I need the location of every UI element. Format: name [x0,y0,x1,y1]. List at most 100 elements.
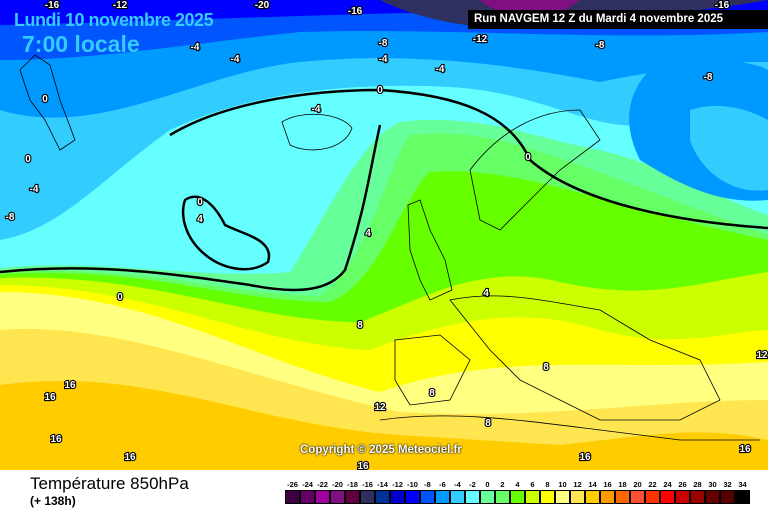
africa-coast [379,415,760,441]
contour-label: 4 [365,228,371,239]
legend-label: 2 [500,480,505,489]
legend-swatch [330,490,345,504]
contour-label: 8 [543,362,549,373]
contour-label: -4 [312,104,321,115]
legend-label: 12 [573,480,582,489]
legend-swatch [285,490,300,504]
greenland-coast [19,54,76,151]
british-isles-coast [407,199,453,301]
legend-swatch [720,490,735,504]
legend-swatch [735,490,750,504]
contour-labels: -16 -12 -8 -20 -16 -12 -16 -4 -4 -8 -4 -4 0 0 -4 -8 -4 0 0… [4,0,768,470]
legend-swatch [405,490,420,504]
legend-label: -2 [469,480,476,489]
variable-title: Température 850hPa [30,474,189,493]
legend-swatch [570,490,585,504]
legend-swatch [360,490,375,504]
legend-swatch [540,490,555,504]
contour-label: -8 [704,72,713,83]
contour-label: -12 [113,0,128,11]
contour-label: 16 [579,452,591,463]
contour-label: -4 [30,184,39,195]
contour-label: -16 [715,0,730,11]
legend-label: -6 [439,480,446,489]
contour-label: 16 [357,461,369,470]
legend-swatch [390,490,405,504]
scandinavia-coast [469,109,601,231]
contour-label: 16 [64,380,76,391]
contour-label: 0 [42,94,48,105]
legend-swatch [510,490,525,504]
model-run-banner: Run NAVGEM 12 Z du Mardi 4 novembre 2025 [468,10,768,29]
legend-label: -16 [362,480,373,489]
contour-label: -4 [436,64,445,75]
legend-label: -18 [347,480,358,489]
legend-swatch [435,490,450,504]
legend-label: 24 [663,480,672,489]
iberia-coast [394,334,471,406]
legend-label: 10 [558,480,567,489]
contour-label: 0 [525,152,531,163]
legend-swatch [525,490,540,504]
legend-swatch [465,490,480,504]
legend-swatch [300,490,315,504]
legend-label: 14 [588,480,597,489]
legend-swatch [645,490,660,504]
legend-label: -14 [377,480,388,489]
legend-label: 16 [603,480,612,489]
legend-label: -8 [424,480,431,489]
iceland-coast [281,113,353,151]
forecast-date: Lundi 10 novembre 2025 [14,10,214,30]
contour-label: 8 [357,320,363,331]
legend-label: 4 [515,480,520,489]
contour-label: -8 [6,212,15,223]
contour-label: 16 [44,392,56,403]
contour-label: 16 [739,444,751,455]
contour-label: 16 [50,434,62,445]
legend-swatch [615,490,630,504]
legend-label: 20 [633,480,642,489]
legend-swatch [555,490,570,504]
contour-label: 0 [117,292,123,303]
coastlines [19,54,760,441]
legend-swatch [630,490,645,504]
legend-label: -24 [302,480,313,489]
contour-label: -20 [255,0,270,11]
contour-label: 12 [374,402,386,413]
legend-swatch [480,490,495,504]
contour-label: 12 [756,350,768,361]
legend-label: -22 [317,480,328,489]
legend-swatch [675,490,690,504]
legend-swatch [315,490,330,504]
legend-swatch [585,490,600,504]
contour-label: -4 [231,54,240,65]
legend-swatch [495,490,510,504]
contour-label: 8 [429,388,435,399]
contour-label: 4 [483,288,489,299]
legend-label: 22 [648,480,657,489]
contour-label: -16 [348,6,363,17]
legend-label: 26 [678,480,687,489]
contour-label: 0 [197,197,203,208]
contour-label: 0 [25,154,31,165]
legend-label: -10 [407,480,418,489]
legend-swatch [450,490,465,504]
contour-label: 16 [124,452,136,463]
legend-label: 34 [738,480,747,489]
legend-swatch [375,490,390,504]
contour-label: 4 [197,214,203,225]
contour-label: -8 [596,40,605,51]
contour-label: -12 [473,34,488,45]
legend-label: 6 [530,480,535,489]
legend-label: 0 [485,480,490,489]
legend-label: -4 [454,480,461,489]
legend-swatch [660,490,675,504]
forecast-local-time: 7:00 locale [22,31,140,57]
legend-swatch [345,490,360,504]
legend-label: -26 [287,480,298,489]
zero-contour [0,88,768,292]
temperature-bands [0,0,768,470]
temperature-map: -16 -12 -8 -20 -16 -12 -16 -4 -4 -8 -4 -4 0 0 -4 -8 -4 0 0… [0,0,768,470]
europe-coast [449,295,721,421]
legend-label: 32 [723,480,732,489]
